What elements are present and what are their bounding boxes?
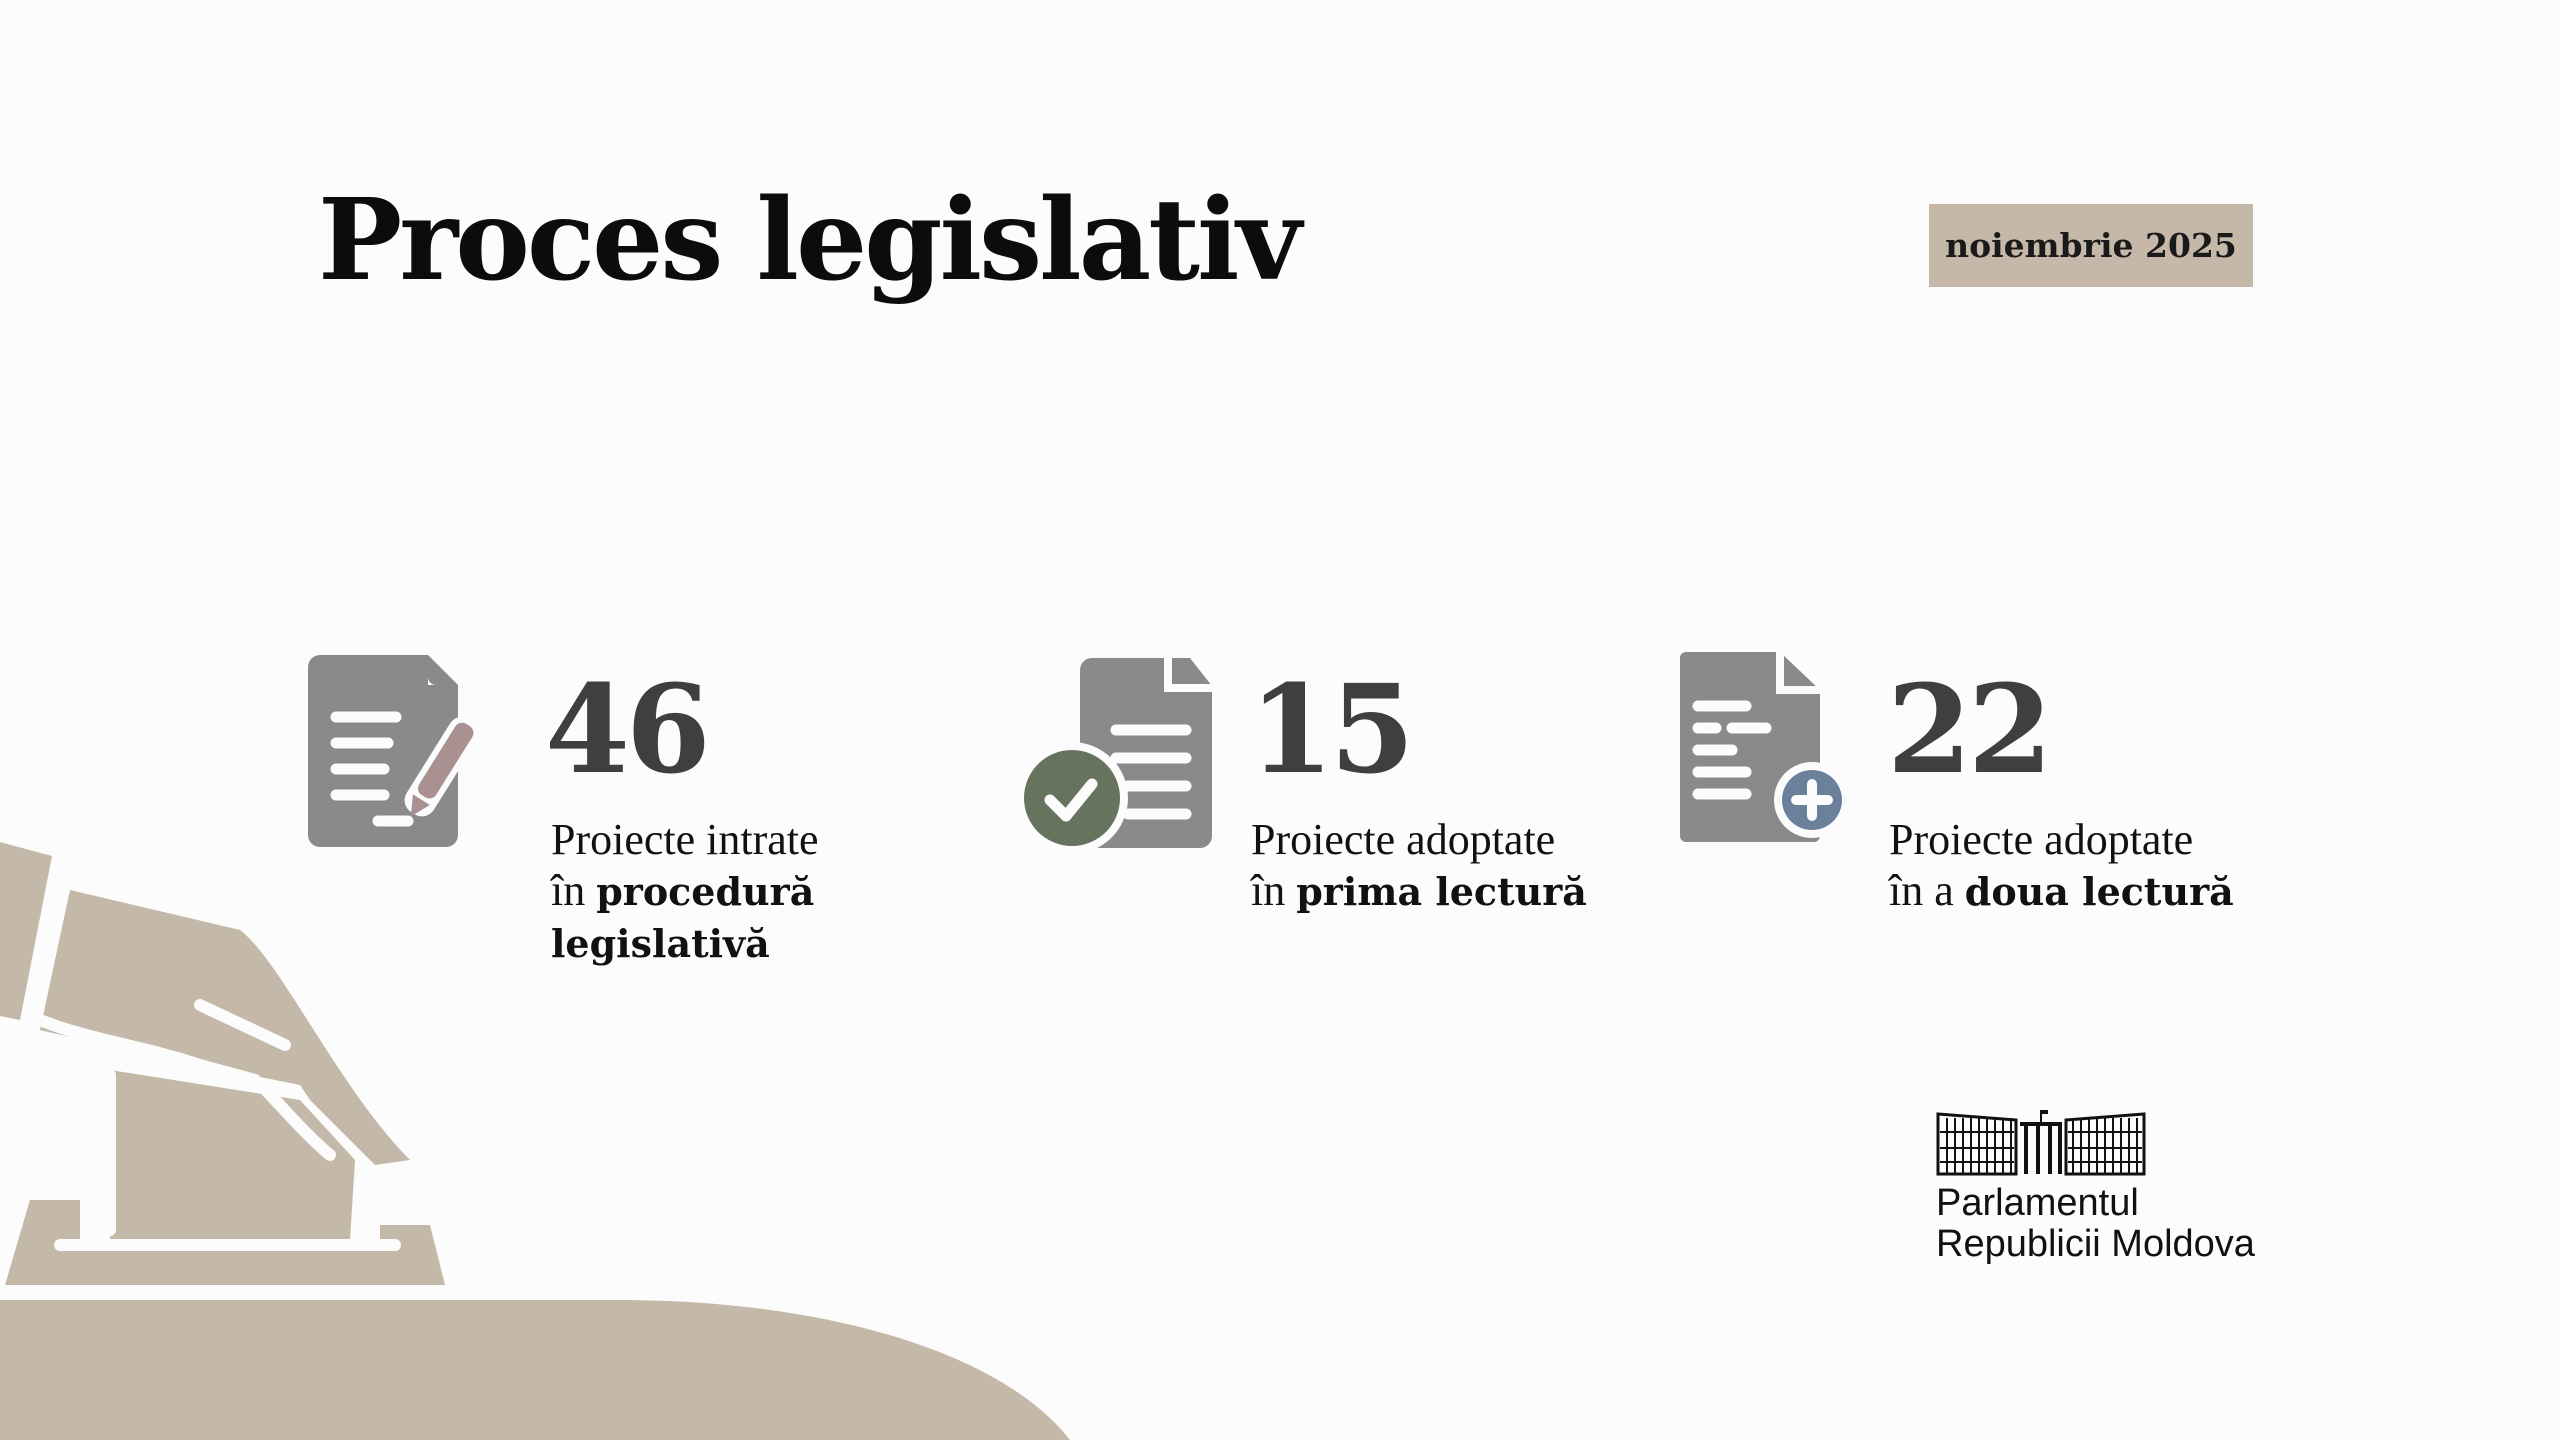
parliament-building-logo: [1936, 1110, 2146, 1176]
stat-label-prefix: în a: [1889, 866, 1965, 915]
stat-label-prefix: în: [551, 866, 597, 915]
ballot-box-illustration: [0, 842, 1070, 1440]
page-title: Proces legislativ: [318, 175, 1302, 306]
stat-label-line: Proiecte intrate: [551, 815, 819, 864]
stat-value: 15: [1249, 657, 1415, 801]
stat-value: 46: [545, 657, 711, 801]
stat-label-prefix: în: [1251, 866, 1297, 915]
logo-line: Parlamentul: [1936, 1182, 2139, 1224]
period-badge: noiembrie 2025: [1929, 204, 2253, 287]
stat-label: Proiecte adoptate în a doua lectură: [1889, 814, 2234, 917]
stat-label-bold: procedură: [596, 869, 815, 914]
document-plus-icon: [1680, 652, 1850, 842]
document-edit-icon: [308, 655, 480, 847]
stat-label-bold: legislativă: [551, 921, 770, 966]
stat-label-bold: doua lectură: [1964, 869, 2234, 914]
stat-label-line: Proiecte adoptate: [1889, 815, 2194, 864]
stat-label-line: Proiecte adoptate: [1251, 815, 1556, 864]
stat-label: Proiecte intrate în procedură legislativ…: [551, 814, 819, 969]
stat-value: 22: [1887, 657, 2053, 801]
stat-label-bold: prima lectură: [1296, 869, 1587, 914]
document-check-icon: [1018, 658, 1212, 852]
stat-label: Proiecte adoptate în prima lectură: [1251, 814, 1587, 917]
logo-line: Republicii Moldova: [1936, 1223, 2255, 1265]
parliament-name: Parlamentul Republicii Moldova: [1936, 1183, 2255, 1265]
